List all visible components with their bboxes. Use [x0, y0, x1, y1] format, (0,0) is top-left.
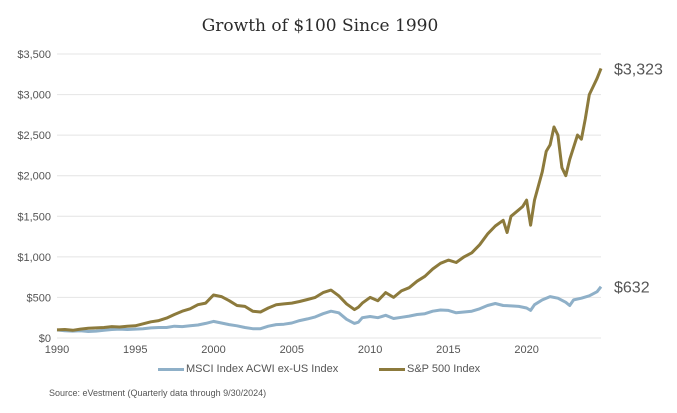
- series-line-sp500: [56, 67, 603, 332]
- end-label-msci: $632: [614, 280, 650, 297]
- x-tick-label: 2000: [201, 344, 225, 356]
- legend-swatch-msci: [158, 367, 184, 371]
- x-tick-label: 2015: [436, 344, 460, 356]
- legend-label-sp500: S&P 500 Index: [407, 363, 481, 375]
- y-tick-label: $500: [27, 292, 51, 304]
- y-tick-label: $2,000: [17, 171, 51, 183]
- end-labels: $632 $3,323: [614, 61, 663, 296]
- x-tick-label: 1995: [123, 344, 147, 356]
- legend-item-sp500: S&P 500 Index: [379, 363, 480, 375]
- legend-swatch-sp500: [379, 367, 405, 371]
- x-tick-label: 2010: [358, 344, 382, 356]
- x-tick-label: 2020: [514, 344, 538, 356]
- y-tick-label: $0: [39, 333, 51, 345]
- series-lines: [56, 67, 603, 333]
- x-tick-label: 2005: [280, 344, 304, 356]
- legend-label-msci: MSCI Index ACWI ex-US Index: [186, 363, 339, 375]
- source-note: Source: eVestment (Quarterly data throug…: [49, 388, 267, 398]
- legend: MSCI Index ACWI ex-US Index S&P 500 Inde…: [0, 363, 677, 381]
- legend-item-msci: MSCI Index ACWI ex-US Index: [158, 363, 338, 375]
- gridlines: [57, 53, 601, 339]
- y-tick-label: $3,000: [17, 90, 51, 102]
- x-axis-ticks: 1990 1995 2000 2005 2010 2015 2020: [45, 344, 539, 356]
- y-tick-label: $1,000: [17, 252, 51, 264]
- chart-title: Growth of $100 Since 1990: [201, 16, 439, 36]
- x-tick-label: 1990: [45, 344, 69, 356]
- series-line-msci: [56, 285, 603, 333]
- end-label-sp500: $3,323: [614, 61, 663, 78]
- y-axis-ticks: $0 $500 $1,000 $1,500 $2,000 $2,500 $3,000 $3,5…: [17, 49, 51, 345]
- y-tick-label: $2,500: [17, 130, 51, 142]
- y-tick-label: $3,500: [17, 49, 51, 61]
- y-tick-label: $1,500: [17, 211, 51, 223]
